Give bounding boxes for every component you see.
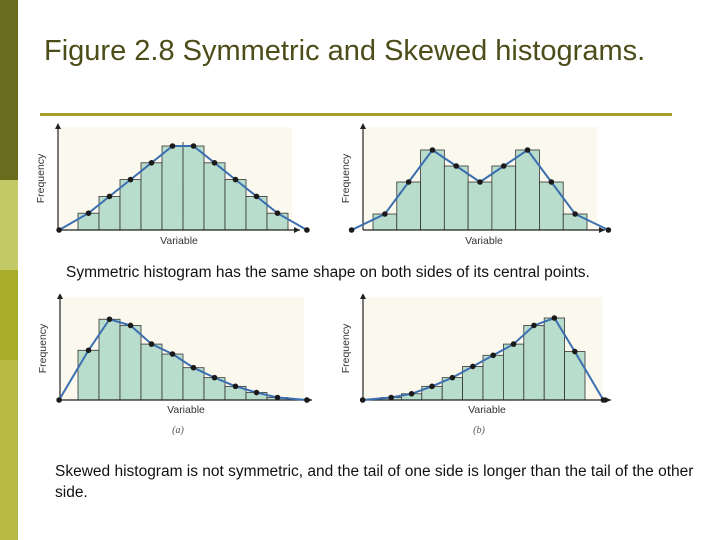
- y-axis-arrow: [360, 294, 366, 299]
- histogram-bar: [539, 181, 564, 231]
- polygon-point: [605, 227, 612, 233]
- side-accent-bar: [0, 270, 18, 360]
- polygon-point: [232, 176, 239, 183]
- polygon-point: [85, 210, 92, 216]
- side-accent-bar: [0, 360, 18, 540]
- polygon-point: [56, 227, 62, 233]
- y-axis-arrow: [55, 123, 61, 129]
- histogram-right-skewed: Variable Frequency (a): [30, 294, 320, 442]
- polygon-point: [405, 179, 412, 185]
- polygon-point: [148, 160, 155, 166]
- histogram-bar: [119, 325, 142, 401]
- polygon-point: [359, 397, 366, 403]
- polygon-point: [253, 193, 260, 200]
- polygon-point: [382, 211, 388, 217]
- polygon-point: [190, 143, 197, 149]
- histogram-bar: [182, 367, 205, 401]
- y-axis-arrow: [57, 294, 63, 299]
- frequency-polygon: [58, 318, 307, 401]
- polygon-point: [551, 315, 558, 321]
- histogram-left-skewed: Variable Frequency (b): [333, 294, 623, 442]
- y-axis-arrow: [360, 123, 366, 129]
- y-axis-label: Frequency: [340, 323, 352, 373]
- caption-skewed: Skewed histogram is not symmetric, and t…: [55, 463, 694, 501]
- polygon-point: [490, 352, 496, 359]
- polygon-point: [106, 316, 113, 323]
- histogram-bar: [482, 354, 504, 401]
- subfigure-label: (a): [172, 425, 184, 436]
- polygon-point: [500, 163, 507, 169]
- polygon-point: [348, 227, 355, 233]
- caption-symmetric: Symmetric histogram has the same shape o…: [66, 264, 590, 281]
- polygon-point: [253, 389, 260, 396]
- title-divider: [40, 113, 672, 116]
- polygon-point: [169, 351, 176, 357]
- histogram-symmetric-single: Variable Frequency: [30, 122, 320, 250]
- polygon-point: [531, 322, 537, 329]
- polygon-point: [127, 322, 134, 329]
- polygon-point: [388, 394, 394, 401]
- polygon-point: [274, 394, 281, 401]
- polygon-point: [449, 374, 456, 381]
- polygon-point: [274, 210, 281, 216]
- x-axis-arrow: [294, 227, 300, 233]
- y-axis-label: Frequency: [340, 153, 352, 203]
- polygon-point: [572, 211, 578, 217]
- polygon-point: [548, 179, 555, 185]
- y-axis-label: Frequency: [35, 153, 47, 203]
- histogram-bar: [161, 353, 184, 401]
- polygon-point: [510, 341, 517, 347]
- histogram-bar: [396, 181, 421, 231]
- polygon-point: [127, 176, 134, 183]
- polygon-point: [304, 227, 310, 233]
- subfigure-label: (b): [473, 425, 485, 436]
- polygon-point: [85, 347, 92, 354]
- slide-title: Figure 2.8 Symmetric and Skewed histogra…: [44, 35, 646, 67]
- polygon-point: [572, 348, 578, 355]
- frequency-polygon: [58, 145, 308, 231]
- polygon-point: [453, 163, 460, 169]
- histogram-bar: [140, 162, 163, 231]
- histogram-bar: [523, 325, 545, 401]
- histogram-bar: [502, 343, 525, 401]
- x-axis-arrow: [605, 397, 611, 403]
- polygon-point: [524, 147, 531, 153]
- polygon-point: [56, 397, 62, 403]
- polygon-point: [477, 179, 483, 185]
- histogram-bar: [119, 179, 142, 231]
- histogram-bar: [491, 165, 517, 231]
- polygon-point: [148, 341, 155, 347]
- histogram-bar: [182, 145, 205, 231]
- polygon-point: [429, 147, 436, 153]
- histogram-bar: [203, 162, 226, 231]
- x-axis-label: Variable: [465, 235, 503, 247]
- polygon-point: [304, 397, 310, 403]
- polygon-point: [408, 390, 415, 397]
- polygon-point: [211, 374, 218, 381]
- y-axis-label: Frequency: [37, 323, 49, 373]
- histogram-bar: [140, 343, 163, 401]
- x-axis-arrow: [599, 227, 605, 233]
- histogram-bar: [467, 181, 493, 231]
- polygon-point: [429, 383, 435, 390]
- polygon-point: [600, 397, 607, 403]
- histogram-bar: [77, 349, 100, 401]
- side-accent-bar: [0, 180, 18, 270]
- histogram-bar: [443, 165, 469, 231]
- histogram-bar: [224, 179, 247, 231]
- side-accent-bar: [0, 0, 18, 180]
- histogram-bar: [564, 351, 586, 401]
- polygon-point: [232, 383, 239, 390]
- x-axis-label: Variable: [468, 404, 506, 416]
- x-axis-label: Variable: [167, 404, 205, 416]
- polygon-point: [190, 364, 197, 371]
- polygon-point: [211, 160, 218, 166]
- x-axis-label: Variable: [160, 235, 198, 247]
- histogram-bar: [161, 145, 184, 231]
- polygon-point: [106, 193, 113, 200]
- polygon-point: [470, 363, 476, 370]
- polygon-point: [169, 143, 176, 149]
- histogram-symmetric-bimodal: Variable Frequency: [335, 122, 625, 250]
- frequency-polygon: [362, 316, 605, 401]
